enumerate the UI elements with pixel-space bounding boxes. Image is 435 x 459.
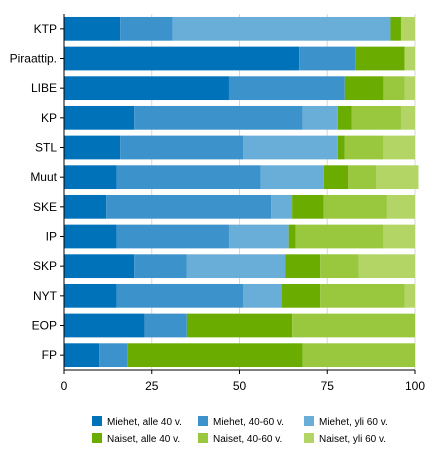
bar-segment-Piraattip.-1 <box>299 46 356 71</box>
bar-segment-SKP-4 <box>320 254 359 279</box>
bar-segment-KP-5 <box>400 105 415 130</box>
legend-label: Naiset, yli 60 v. <box>319 434 386 445</box>
bar-segment-IP-1 <box>116 224 229 249</box>
bar-segment-Muut-0 <box>64 165 117 190</box>
bar-segment-Muut-3 <box>323 165 349 190</box>
bar-segment-NYT-0 <box>64 283 117 308</box>
bar-segment-STL-2 <box>243 135 338 160</box>
bar-segment-FP-3 <box>127 343 303 368</box>
bar-segment-STL-0 <box>64 135 121 160</box>
bar-segment-NYT-3 <box>281 283 321 308</box>
category-label: KP <box>41 111 57 125</box>
bar-segment-SKE-1 <box>106 194 272 219</box>
bar-segment-Muut-2 <box>260 165 324 190</box>
bar-segment-KTP-5 <box>400 16 415 41</box>
bar-segment-IP-5 <box>383 224 415 249</box>
category-label: NYT <box>33 289 58 303</box>
legend-label: Naiset, 40-60 v. <box>213 434 282 445</box>
bar-segment-LIBE-4 <box>383 76 405 101</box>
bar-segment-SKP-1 <box>134 254 187 279</box>
bar-segment-EOP-0 <box>64 313 145 338</box>
bar-segment-Piraattip.-0 <box>64 46 300 71</box>
bar-segment-FP-4 <box>302 343 415 368</box>
bar-segment-NYT-5 <box>404 283 415 308</box>
legend-swatch-3 <box>92 433 102 443</box>
bar-segment-EOP-1 <box>144 313 187 338</box>
legend-swatch-1 <box>198 416 208 426</box>
bar-segment-EOP-3 <box>186 313 293 338</box>
bar-segment-KP-1 <box>134 105 303 130</box>
category-label: Muut <box>30 170 57 184</box>
bar-segment-SKE-2 <box>271 194 293 219</box>
bar-segment-LIBE-5 <box>404 76 415 101</box>
x-tick-label: 75 <box>321 379 335 393</box>
bar-segment-STL-1 <box>120 135 244 160</box>
category-label: FP <box>42 348 57 362</box>
bar-segment-SKE-3 <box>292 194 324 219</box>
legend-label: Miehet, alle 40 v. <box>107 417 182 428</box>
bar-segment-Piraattip.-3 <box>355 46 405 71</box>
bar-segment-IP-3 <box>288 224 296 249</box>
bar-segment-SKP-3 <box>285 254 321 279</box>
bar-segment-STL-4 <box>344 135 384 160</box>
bar-segment-NYT-1 <box>116 283 244 308</box>
bar-segment-SKP-5 <box>358 254 415 279</box>
bar-segment-KP-3 <box>337 105 352 130</box>
bar-segment-LIBE-3 <box>344 76 384 101</box>
x-tick-label: 25 <box>145 379 159 393</box>
legend-swatch-2 <box>304 416 314 426</box>
bar-segment-SKE-0 <box>64 194 107 219</box>
category-label: Piraattip. <box>10 52 57 66</box>
bar-segment-SKP-2 <box>186 254 286 279</box>
bar-segment-STL-3 <box>337 135 345 160</box>
bar-segment-FP-0 <box>64 343 100 368</box>
bar-segment-EOP-4 <box>292 313 415 338</box>
x-tick-label: 0 <box>61 379 68 393</box>
bar-segment-SKP-0 <box>64 254 135 279</box>
x-tick-label: 100 <box>405 379 425 393</box>
bar-segment-Muut-4 <box>348 165 377 190</box>
bar-segment-KTP-3 <box>390 16 401 41</box>
legend-label: Miehet, yli 60 v. <box>319 417 388 428</box>
category-label: STL <box>35 141 57 155</box>
bar-segment-KTP-2 <box>172 16 391 41</box>
bar-segment-Muut-1 <box>116 165 261 190</box>
category-label: IP <box>46 230 57 244</box>
category-label: SKP <box>33 259 57 273</box>
legend-swatch-4 <box>198 433 208 443</box>
x-tick-label: 50 <box>233 379 247 393</box>
bar-segment-KP-0 <box>64 105 135 130</box>
bar-segment-LIBE-1 <box>228 76 345 101</box>
bar-segment-KTP-0 <box>64 16 121 41</box>
category-label: KTP <box>34 22 57 36</box>
bar-segment-IP-0 <box>64 224 117 249</box>
bar-segment-NYT-2 <box>243 283 282 308</box>
bar-segment-FP-1 <box>99 343 128 368</box>
bar-segment-IP-2 <box>228 224 289 249</box>
category-label: LIBE <box>31 81 57 95</box>
bar-segment-LIBE-0 <box>64 76 229 101</box>
bar-segment-KTP-1 <box>120 16 173 41</box>
bar-segment-Piraattip.-5 <box>404 46 415 71</box>
bar-segment-IP-4 <box>295 224 384 249</box>
bar-segment-SKE-5 <box>386 194 415 219</box>
bar-segment-SKE-4 <box>323 194 387 219</box>
legend-swatch-5 <box>304 433 314 443</box>
legend-swatch-0 <box>92 416 102 426</box>
legend-label: Miehet, 40-60 v. <box>213 417 284 428</box>
bar-segment-STL-5 <box>383 135 415 160</box>
legend-label: Naiset, alle 40 v. <box>107 434 180 445</box>
bar-segment-KP-2 <box>302 105 338 130</box>
category-label: EOP <box>32 319 57 333</box>
bar-segment-KP-4 <box>351 105 401 130</box>
bar-segment-Muut-5 <box>376 165 419 190</box>
category-label: SKE <box>33 200 57 214</box>
bar-segment-NYT-4 <box>320 283 405 308</box>
